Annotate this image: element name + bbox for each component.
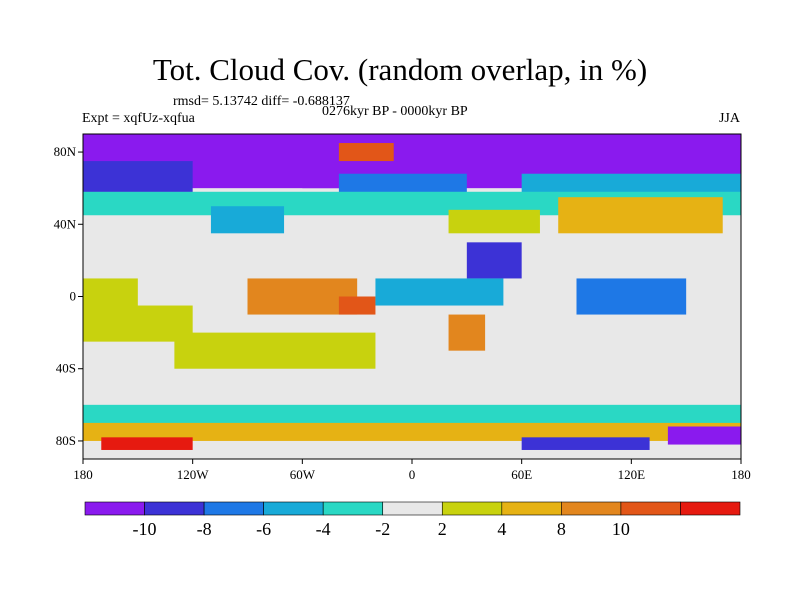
anomaly-region [338, 173, 467, 198]
x-tick-label: 60E [511, 467, 532, 482]
x-tick-label: 0 [409, 467, 416, 482]
colorbar-swatch [203, 501, 264, 516]
x-tick-label: 60W [290, 467, 316, 482]
colorbar-label: -6 [256, 519, 271, 539]
anomaly-region [83, 404, 741, 423]
period-text: 0276kyr BP - 0000kyr BP [322, 104, 468, 119]
anomaly-region [338, 143, 394, 162]
anomaly-region [558, 197, 723, 234]
colorbar-label: 4 [497, 519, 506, 539]
chart-title: Tot. Cloud Cov. (random overlap, in %) [152, 52, 648, 87]
x-tick-label: 180 [73, 467, 93, 482]
anomaly-region [448, 314, 486, 351]
colorbar-swatch [84, 501, 145, 516]
anomaly-region [576, 278, 687, 315]
colorbar-label: -4 [316, 519, 331, 539]
colorbar: -10 -8 -6 -4 -2 2 4 8 10 [84, 501, 741, 539]
anomaly-region [448, 209, 540, 234]
y-tick-label: 40N [54, 216, 77, 231]
y-tick-label: 80N [54, 144, 77, 159]
cloud-anomaly-field [83, 134, 741, 459]
y-tick-label: 80S [56, 433, 76, 448]
colorbar-label: 2 [438, 519, 447, 539]
colorbar-label: -8 [197, 519, 212, 539]
colorbar-swatch [382, 501, 443, 516]
season-text: JJA [718, 111, 740, 126]
anomaly-region [375, 278, 504, 306]
x-tick-label: 120E [618, 467, 646, 482]
colorbar-swatch [680, 501, 741, 516]
anomaly-region [83, 161, 193, 198]
experiment-text: Expt = xqfUz-xqfua [82, 111, 195, 126]
stats-text: rmsd= 5.13742 diff= -0.688137 [173, 94, 350, 109]
anomaly-region [83, 305, 193, 342]
colorbar-swatch [561, 501, 622, 516]
anomaly-region [466, 242, 522, 279]
colorbar-swatch [441, 501, 503, 516]
y-tick-label: 0 [70, 289, 77, 304]
x-tick-label: 120W [177, 467, 210, 482]
anomaly-region [521, 173, 741, 198]
anomaly-region [521, 437, 650, 450]
anomaly-region [101, 437, 193, 450]
colorbar-label: 10 [612, 519, 630, 539]
anomaly-region [338, 296, 376, 315]
anomaly-region [174, 332, 376, 369]
colorbar-swatch [620, 501, 681, 516]
x-tick-label: 180 [731, 467, 751, 482]
colorbar-swatch [322, 501, 384, 516]
colorbar-swatch [263, 501, 324, 516]
axis-ticks: 180 120W 60W 0 60E 120E 180 80N 40N 0 40S 80S [54, 144, 751, 482]
colorbar-swatch [144, 501, 205, 516]
colorbar-label: -2 [375, 519, 390, 539]
anomaly-region [210, 206, 285, 234]
colorbar-label: -10 [133, 519, 157, 539]
y-tick-label: 40S [56, 361, 76, 376]
colorbar-label: 8 [557, 519, 566, 539]
colorbar-swatch [501, 501, 562, 516]
anomaly-region [667, 426, 741, 445]
